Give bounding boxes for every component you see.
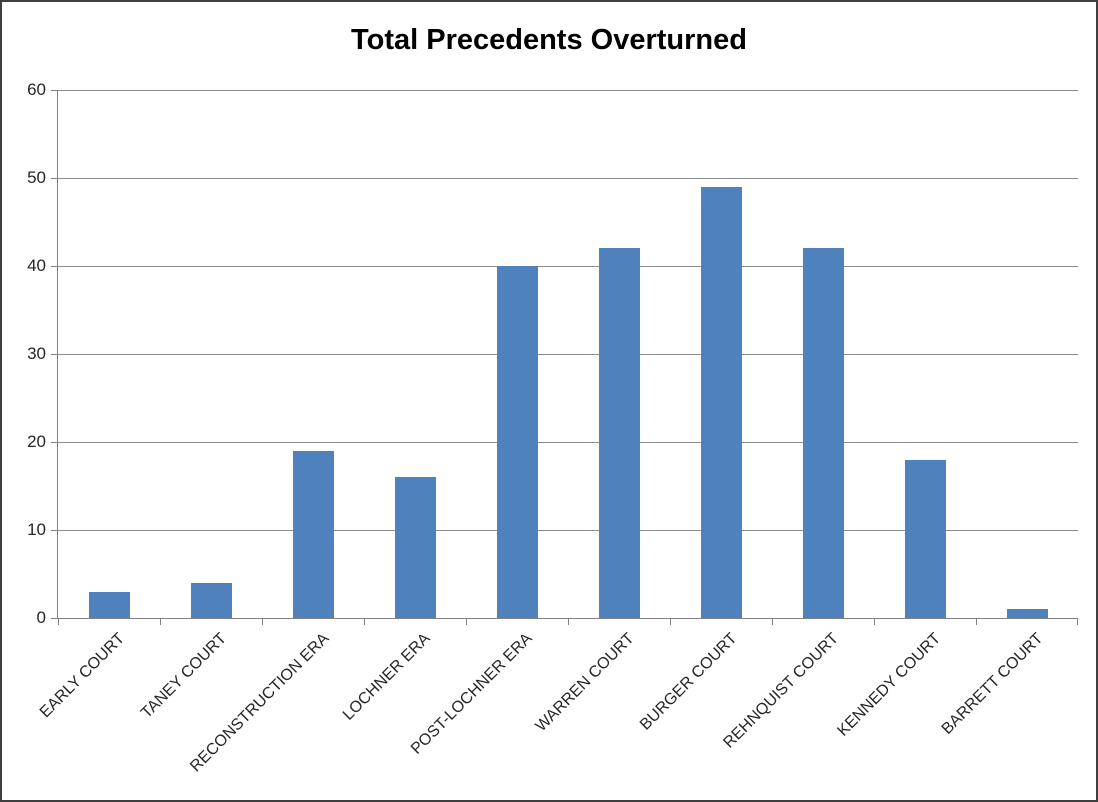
x-tick-8 [874, 619, 875, 625]
gridline-50 [58, 178, 1078, 179]
y-tick-20 [51, 442, 57, 443]
plot-area [51, 90, 1078, 625]
bar-barrett-court [1007, 609, 1048, 618]
x-axis-label-lochner-era: LOCHNER ERA [340, 630, 435, 724]
gridline-30 [58, 354, 1078, 355]
x-tick-4 [466, 619, 467, 625]
y-tick-0 [51, 618, 57, 619]
y-axis-labels: 0 10 20 30 40 50 60 [2, 80, 46, 627]
gridline-60 [58, 90, 1078, 91]
bar-burger-court [701, 187, 742, 618]
bar-lochner-era [395, 477, 436, 618]
y-axis-label: 20 [27, 432, 46, 451]
bar-rehnquist-court [803, 248, 844, 618]
y-axis-label: 30 [27, 344, 46, 363]
y-axis-label: 50 [27, 168, 46, 187]
x-tick-2 [262, 619, 263, 625]
x-tick-0 [58, 619, 59, 625]
bar-reconstruction-era [293, 451, 334, 618]
chart-title: Total Precedents Overturned [351, 24, 747, 56]
y-axis-label: 60 [27, 80, 46, 99]
x-tick-7 [772, 619, 773, 625]
y-axis-label: 10 [27, 520, 46, 539]
gridline-20 [58, 442, 1078, 443]
bar-kennedy-court [905, 460, 946, 618]
y-tick-30 [51, 354, 57, 355]
y-tick-60 [51, 90, 57, 91]
x-axis-label-warren-court: WARREN COURT [532, 630, 639, 736]
x-axis-label-early-court: EARLY COURT [36, 630, 129, 722]
gridline-10 [58, 530, 1078, 531]
x-tick-9 [976, 619, 977, 625]
x-axis-label-rehnquist-court: REHNQUIST COURT [720, 630, 843, 752]
y-tick-40 [51, 266, 57, 267]
x-axis-label-barrett-court: BARRETT COURT [938, 630, 1047, 738]
bar-taney-court [191, 583, 232, 618]
bar-early-court [89, 592, 130, 618]
x-tick-3 [364, 619, 365, 625]
x-axis-label-taney-court: TANEY COURT [138, 630, 231, 722]
gridline-40 [58, 266, 1078, 267]
y-axis-label: 0 [36, 608, 46, 627]
y-tick-50 [51, 178, 57, 179]
x-axis-label-kennedy-court: KENNEDY COURT [834, 630, 945, 740]
bar-warren-court [599, 248, 640, 618]
bar-post-lochner-era [497, 266, 538, 618]
x-tick-5 [568, 619, 569, 625]
x-tick-6 [670, 619, 671, 625]
x-axis-labels: EARLY COURT TANEY COURT RECONSTRUCTION ERA… [37, 622, 1077, 797]
x-tick-10 [1077, 619, 1078, 625]
x-axis-label-burger-court: BURGER COURT [636, 630, 741, 734]
x-tick-1 [160, 619, 161, 625]
y-tick-10 [51, 530, 57, 531]
y-axis-label: 40 [27, 256, 46, 275]
